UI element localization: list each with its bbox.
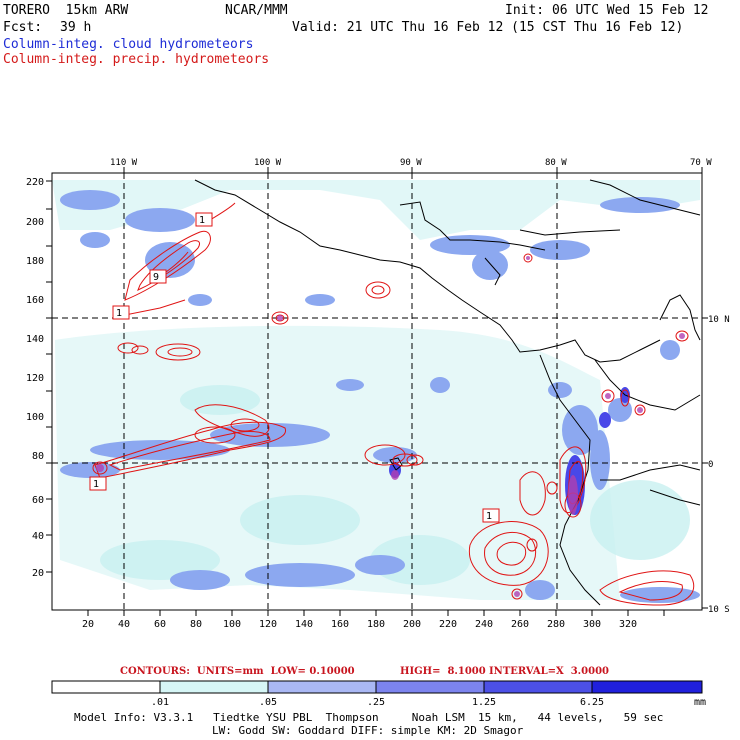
y-tick: 40: [32, 531, 44, 542]
x-tick: 140: [295, 619, 313, 630]
org-label: NCAR/MMM: [225, 3, 288, 18]
forecast-label: Fcst:: [3, 20, 43, 35]
y-tick: 120: [26, 373, 44, 384]
lat-label: 10 S: [708, 605, 730, 615]
coastlines: [194, 179, 701, 606]
lat-lon-grid: [52, 173, 702, 610]
lon-label: 100 W: [254, 158, 282, 168]
model-title: TORERO 15km ARW: [3, 3, 129, 18]
x-tick: 180: [367, 619, 385, 630]
contour-high: HIGH= 8.1000: [400, 666, 486, 677]
valid-time: Valid: 21 UTC Thu 16 Feb 12 (15 CST Thu …: [292, 20, 684, 35]
y-tick: 140: [26, 334, 44, 345]
colorbar: [51, 680, 703, 694]
colorbar-label: 6.25: [580, 697, 604, 708]
x-tick: 120: [259, 619, 277, 630]
cloud-shading: [52, 180, 700, 603]
colorbar-unit: mm: [694, 697, 706, 708]
x-tick: 220: [439, 619, 457, 630]
contour-interval: INTERVAL=X 3.0000: [489, 666, 609, 677]
model-info: Model Info: V3.3.1 Tiedtke YSU PBL Thomp…: [74, 711, 664, 724]
x-tick: 240: [475, 619, 493, 630]
y-tick: 180: [26, 256, 44, 267]
x-tick: 80: [190, 619, 202, 630]
colorbar-label: 1.25: [472, 697, 496, 708]
lon-label: 70 W: [690, 158, 712, 168]
lat-label: 0: [708, 460, 713, 470]
contour-units: CONTOURS: UNITS=mm LOW= 0.10000: [120, 666, 355, 677]
colorbar-label: .05: [259, 697, 277, 708]
x-tick: 60: [154, 619, 166, 630]
lon-label: 110 W: [110, 158, 138, 168]
cloud-field-title: Column-integ. cloud hydrometeors: [3, 37, 254, 52]
contour-label: 1: [93, 479, 99, 490]
colorbar-label: .25: [367, 697, 385, 708]
x-tick: 40: [118, 619, 130, 630]
x-tick: 280: [547, 619, 565, 630]
physics-info: LW: Godd SW: Goddard DIFF: simple KM: 2D…: [212, 724, 524, 737]
forecast-hour: 39 h: [60, 20, 92, 35]
lon-label: 80 W: [545, 158, 567, 168]
y-tick: 20: [32, 568, 44, 579]
x-tick: 160: [331, 619, 349, 630]
x-tick: 300: [583, 619, 601, 630]
y-tick: 160: [26, 295, 44, 306]
x-tick: 200: [403, 619, 421, 630]
colorbar-label: .01: [151, 697, 169, 708]
contour-label: 1: [116, 308, 122, 319]
init-time: Init: 06 UTC Wed 15 Feb 12: [505, 3, 709, 18]
lon-label: 90 W: [400, 158, 422, 168]
y-tick: 60: [32, 495, 44, 506]
contour-label: 1: [199, 215, 205, 226]
y-tick: 100: [26, 412, 44, 423]
y-tick: 220: [26, 177, 44, 188]
x-tick: 320: [619, 619, 637, 630]
x-tick: 20: [82, 619, 94, 630]
x-tick: 260: [511, 619, 529, 630]
x-tick: 100: [223, 619, 241, 630]
contour-label: 9: [153, 272, 159, 283]
lat-label: 10 N: [708, 315, 730, 325]
y-tick: 80: [32, 451, 44, 462]
y-tick: 200: [26, 217, 44, 228]
contour-label-boxes: [89, 212, 500, 523]
precip-field-title: Column-integ. precip. hydrometeors: [3, 52, 270, 67]
contour-label: 1: [486, 511, 492, 522]
